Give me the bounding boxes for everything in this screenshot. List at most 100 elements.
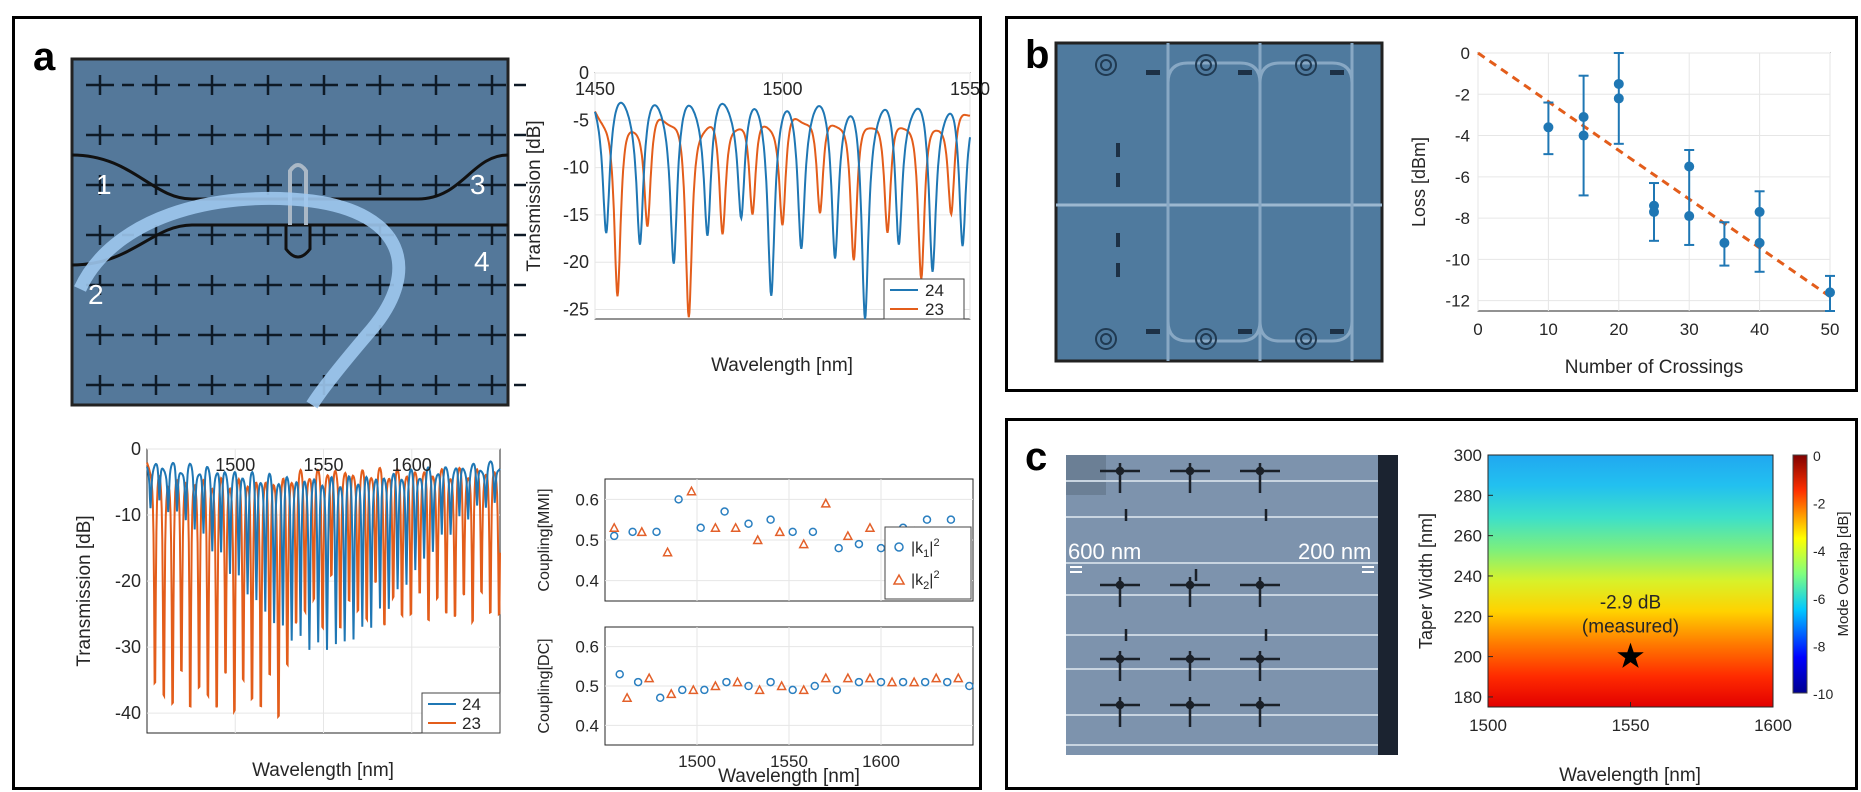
data-point [1613,78,1624,89]
a-top-xlabel: Wavelength [nm] [711,355,853,376]
data-point [1754,237,1765,248]
point-k2 [686,485,697,496]
y-tick-label: -10 [563,158,589,178]
panel-a: a 1 2 3 4 0 -5 -10 -15 -20 -25 1450 1500 1550 Tr… [12,16,990,790]
y-tick-label: 0 [131,439,141,459]
point-k1 [633,677,643,687]
y-tick-label: 180 [1454,688,1482,707]
point-k2 [798,538,809,549]
a-bottom-series-23 [146,462,501,720]
y-tick-label: -4 [1455,127,1470,146]
legend-label-23: 23 [462,714,481,733]
data-point [1825,287,1835,298]
data-point [1684,211,1695,222]
a-top-series-24 [594,101,971,320]
a-coupling-charts: 0.6 0.5 0.4 0.6 0.5 0.4 1500 1550 1600 Coupling[… [536,478,974,787]
point-k2 [754,684,765,695]
a-bottom-ylabel: Transmission [dB] [74,515,95,666]
y-tick-label: 200 [1454,648,1482,667]
port-1-label: 1 [96,169,112,200]
legend-label-k1: |k1|2 [911,537,940,560]
colorbar-tick-label: 0 [1813,448,1821,464]
y-tick-label: 280 [1454,486,1482,505]
y-tick-label: 0.6 [575,490,599,509]
x-tick-label: 50 [1821,320,1840,339]
point-k1 [832,685,842,695]
data-point [1649,206,1659,217]
waveguide-1-3 [71,153,509,201]
legend-label-24: 24 [462,695,481,714]
point-k1 [834,543,843,553]
point-k1 [696,523,705,533]
sem-crossings [1100,463,1280,727]
x-tick-label: 1550 [1612,716,1650,735]
y-tick-label: 0.5 [575,677,599,696]
port-2-label: 2 [88,279,104,310]
point-k2 [752,534,763,545]
y-tick-label: -20 [563,252,589,272]
point-k2 [776,680,787,691]
c-colorbar-label: Mode Overlap [dB] [1835,511,1852,636]
x-tick-label: 1500 [1469,716,1507,735]
a-bottom-legend: 24 23 [421,692,501,734]
legend-marker-k2 [892,573,906,585]
x-tick-label: 0 [1473,320,1482,339]
data-point [1754,206,1765,217]
point-k2 [864,522,876,533]
x-tick-label: 20 [1609,320,1628,339]
colorbar-tick-label: -10 [1813,686,1833,702]
data-point [1578,111,1589,122]
x-tick-label: 1500 [762,79,802,99]
b-spirals [1095,54,1317,350]
point-k1 [898,677,908,687]
point-k1 [615,669,624,679]
panel-c-label: c [1025,435,1048,479]
y-tick-label: -6 [1455,168,1470,187]
point-k2 [908,676,920,687]
y-tick-label: -10 [115,505,141,525]
resonator-dip [284,225,312,259]
c-colorbar [1792,454,1808,694]
point-k2 [820,497,832,508]
a-mmi-ylabel: Coupling[MMI] [536,488,553,591]
point-k2 [842,672,854,683]
port-4-label: 4 [474,246,490,277]
c-xlabel: Wavelength [nm] [1559,765,1701,786]
a-bottom-xlabel: Wavelength [nm] [252,760,394,781]
port-3-label: 3 [470,169,486,200]
colorbar-tick-label: -2 [1813,496,1826,512]
y-tick-label: -12 [1445,292,1470,311]
x-tick-label: 1550 [303,455,343,475]
x-tick-label: 1550 [950,79,990,99]
point-k1 [766,677,775,687]
point-k2 [798,684,809,695]
point-k2 [820,672,832,683]
panel-c: c 600 nm 200 nm [1005,418,1858,790]
point-k1 [810,681,820,691]
c-annotation-note: (measured) [1582,617,1679,638]
point-k1 [942,677,952,687]
point-k2 [730,522,741,533]
data-point [1578,130,1589,141]
point-k2 [621,692,633,703]
y-tick-label: -2 [1455,85,1470,104]
panel-b: b 0 -2 -4 -6 -8 -10 -12 0 10 20 30 40 50 Loss [dBm] [1005,16,1858,392]
b-xlabel: Number of Crossings [1565,357,1743,378]
sem-dark-edge [1378,455,1398,755]
point-k1 [965,681,974,691]
a-top-spectrum-chart: 0 -5 -10 -15 -20 -25 1450 1500 1550 Transmission… [524,63,990,376]
a-micrograph: 1 2 3 4 [70,57,526,409]
colorbar-tick-label: -8 [1813,638,1826,654]
y-tick-label: 0 [1461,44,1470,63]
point-k1 [876,677,886,687]
point-k1 [854,677,864,687]
a-top-ylabel: Transmission [dB] [524,120,545,271]
y-tick-label: 0.6 [575,638,599,657]
c-heatmap-area [1488,455,1773,707]
x-tick-label: 1600 [1754,716,1792,735]
alignment-crosses [86,75,526,395]
point-k2 [930,672,942,683]
point-k2 [953,672,964,683]
b-micrograph [1054,41,1384,363]
b-fit-line [1477,51,1831,298]
